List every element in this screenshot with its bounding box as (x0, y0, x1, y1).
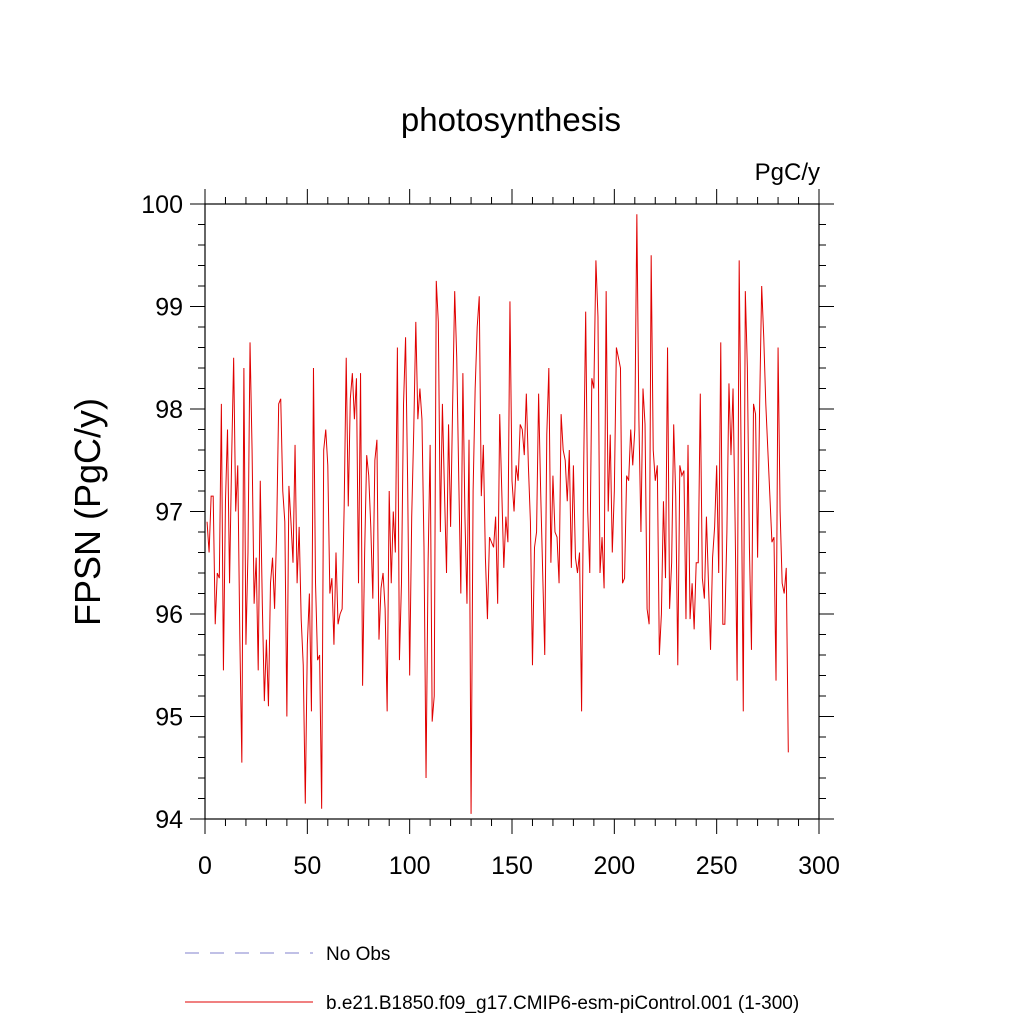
y-tick-label: 95 (155, 704, 183, 732)
chart-title: photosynthesis (401, 101, 621, 138)
y-axis-title: FPSN (PgC/y) (67, 398, 108, 626)
series-line-model-run (206, 214, 789, 814)
y-tick-label: 100 (141, 191, 183, 219)
legend-label-model-run: b.e21.B1850.f09_g17.CMIP6-esm-piControl.… (326, 993, 799, 1014)
y-tick-labels: 94 95 96 97 98 99 100 (141, 191, 183, 834)
x-tick-label: 250 (696, 852, 738, 880)
y-tick-label: 97 (155, 499, 183, 527)
legend: No Obs b.e21.B1850.f09_g17.CMIP6-esm-piC… (185, 944, 799, 1014)
y-tick-label: 98 (155, 396, 183, 424)
x-tick-label: 100 (389, 852, 431, 880)
y-tick-label: 94 (155, 806, 183, 834)
axis-ticks (190, 189, 834, 834)
x-tick-label: 200 (593, 852, 635, 880)
y-tick-label: 99 (155, 294, 183, 322)
x-tick-label: 150 (491, 852, 533, 880)
x-tick-labels: 0 50 100 150 200 250 300 (198, 852, 840, 880)
plot-frame (204, 203, 820, 820)
x-tick-label: 300 (798, 852, 840, 880)
x-tick-label: 50 (293, 852, 321, 880)
y-tick-label: 96 (155, 601, 183, 629)
x-tick-label: 0 (198, 852, 212, 880)
series-lines (206, 214, 789, 814)
units-label: PgC/y (755, 159, 820, 186)
legend-label-no-obs: No Obs (326, 944, 390, 965)
